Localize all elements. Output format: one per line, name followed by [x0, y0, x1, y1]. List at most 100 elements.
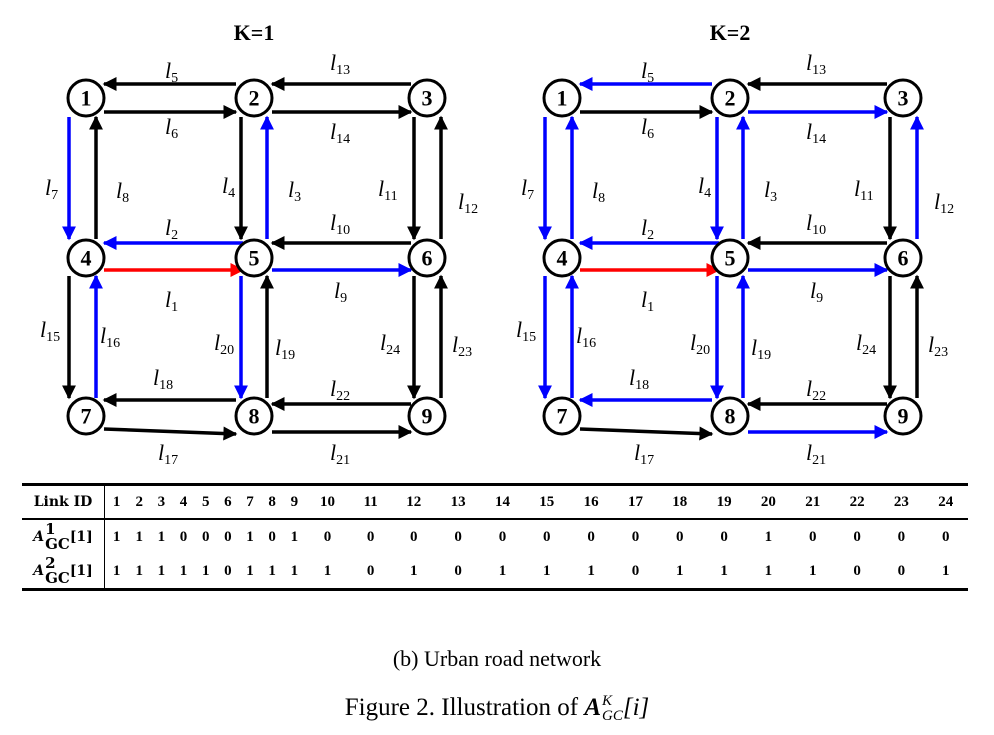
matrix-symbol: A [33, 563, 45, 579]
value-cell: 1 [701, 554, 747, 591]
value-cell: 0 [435, 554, 481, 591]
link-label-24: l24 [380, 330, 400, 358]
link-id-cell: 18 [657, 483, 702, 520]
link-label-10: l10 [330, 210, 350, 238]
node-circle-6 [883, 238, 923, 278]
value-cell: 0 [201, 528, 210, 545]
caption-arg: [i] [622, 694, 650, 721]
link-label-1: l1 [165, 287, 178, 315]
value-cell: 0 [853, 528, 861, 545]
value-cell: 0 [216, 554, 239, 591]
value-cell: 1 [172, 554, 195, 591]
node-label-9: 9 [422, 404, 433, 429]
value-cell: 1 [524, 554, 569, 591]
caption-symbol: A [584, 694, 601, 721]
value-cell: 0 [834, 554, 880, 591]
link-label-17: l17 [634, 440, 654, 468]
value-cell: 1 [283, 554, 306, 591]
node-circle-8 [234, 396, 274, 436]
link-label-4: l4 [222, 173, 235, 201]
caption-superscript: K [602, 693, 613, 710]
link-label-5: l5 [165, 58, 178, 86]
value-cell: 1 [391, 554, 436, 591]
panel-title: K=2 [710, 20, 751, 45]
link-id-cell: 14 [480, 483, 525, 520]
value-cell: 1 [568, 554, 614, 591]
link-label-7: l7 [521, 175, 534, 203]
link-label-6: l6 [165, 114, 178, 142]
link-id-cell: 7 [238, 483, 262, 520]
link-label-20: l20 [214, 330, 234, 358]
value-cell: 1 [194, 554, 217, 591]
link-label-1: l1 [641, 287, 654, 315]
value-cell: 1 [157, 528, 166, 545]
value-cell: 0 [631, 528, 640, 545]
node-circle-5 [234, 238, 274, 278]
value-cell: 0 [224, 528, 232, 545]
node-circle-5 [710, 238, 750, 278]
node-label-6: 6 [898, 246, 909, 271]
value-cell: 0 [676, 528, 684, 545]
value-cell: 1 [790, 554, 835, 591]
link-id-cell: 19 [701, 483, 747, 520]
link-label-12: l12 [934, 189, 954, 217]
value-cell: 1 [104, 554, 129, 591]
value-cell: 0 [268, 528, 276, 545]
link-label-13: l13 [806, 50, 826, 78]
link-label-13: l13 [330, 50, 350, 78]
row-label: A 1 GC [1] [22, 519, 105, 554]
value-cell: 0 [410, 528, 418, 545]
value-cell: 1 [764, 528, 773, 545]
value-cell: 1 [261, 554, 284, 591]
link-id-cell: 13 [435, 483, 481, 520]
link-id-cell: 8 [261, 483, 284, 520]
node-circle-3 [407, 78, 447, 118]
value-cell: 1 [238, 554, 262, 591]
link-label-16: l16 [100, 323, 120, 351]
value-cell: 1 [150, 554, 173, 591]
network-panel-k2: K=2 l1 l2 l3 l4 l5 l6 l7 l8 l9 l10 l11 l12 l13 l14 l15… [516, 20, 954, 468]
link-table: Link ID 1 2 3 4 5 6 7 8 9 10 11 12 13 14 15 16 17 18 19 20 2… [22, 483, 968, 591]
link-label-23: l23 [452, 332, 472, 360]
node-label-7: 7 [81, 404, 92, 429]
value-cell: 0 [349, 554, 392, 591]
link-label-24: l24 [856, 330, 876, 358]
node-circle-7 [66, 396, 106, 436]
value-cell: 1 [746, 554, 791, 591]
node-circle-1 [542, 78, 582, 118]
node-circle-8 [710, 396, 750, 436]
link-label-21: l21 [330, 440, 350, 468]
node-label-9: 9 [898, 404, 909, 429]
link-label-7: l7 [45, 175, 58, 203]
node-label-7: 7 [557, 404, 568, 429]
caption-prefix: Figure 2. Illustration of [344, 694, 579, 721]
node-circle-7 [542, 396, 582, 436]
link-id-cell: 24 [923, 483, 968, 520]
value-cell: 0 [942, 528, 950, 545]
value-cell: 0 [897, 528, 906, 545]
link-label-16: l16 [576, 323, 596, 351]
link-label-15: l15 [40, 317, 60, 345]
value-cell: 0 [879, 554, 924, 591]
value-cell: 1 [657, 554, 702, 591]
panel-title: K=1 [234, 20, 275, 45]
link-arrow-17 [579, 426, 714, 441]
value-cell: 1 [135, 528, 143, 545]
link-id-cell: 1 [104, 483, 129, 520]
node-label-3: 3 [422, 86, 433, 111]
link-id-cell: 3 [150, 483, 173, 520]
sub-caption: (b) Urban road network [392, 646, 602, 671]
link-label-3: l3 [288, 177, 301, 205]
value-cell: 0 [498, 528, 507, 545]
value-cell: 1 [112, 528, 121, 545]
link-label-11: l11 [378, 176, 398, 204]
link-label-8: l8 [116, 178, 129, 206]
link-label-2: l2 [641, 215, 654, 243]
value-cell: 1 [246, 528, 254, 545]
value-cell: 0 [179, 528, 188, 545]
link-label-14: l14 [330, 119, 350, 147]
link-id-cell: 16 [568, 483, 614, 520]
value-cell: 0 [454, 528, 462, 545]
